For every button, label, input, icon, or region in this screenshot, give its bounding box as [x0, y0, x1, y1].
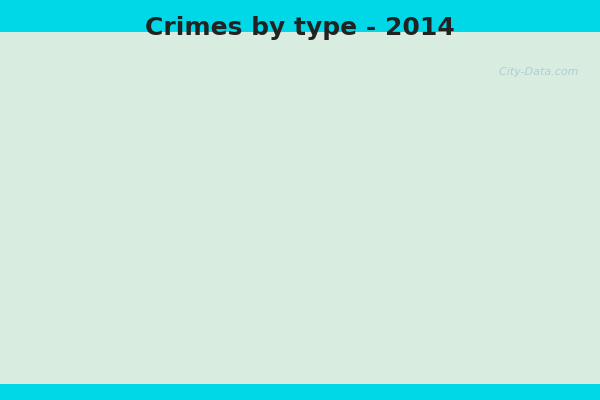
- Wedge shape: [260, 52, 442, 336]
- Text: City-Data.com: City-Data.com: [492, 67, 578, 77]
- Wedge shape: [276, 52, 300, 194]
- Text: Crimes by type - 2014: Crimes by type - 2014: [145, 16, 455, 40]
- Wedge shape: [160, 96, 300, 194]
- Text: Auto thefts (9.5%): Auto thefts (9.5%): [159, 90, 281, 130]
- Text: Burglaries (21.1%): Burglaries (21.1%): [121, 252, 246, 271]
- Wedge shape: [197, 54, 300, 194]
- Wedge shape: [158, 189, 300, 331]
- Text: Thefts (54.4%): Thefts (54.4%): [326, 207, 429, 220]
- Text: Robberies (2.7%): Robberies (2.7%): [118, 178, 238, 191]
- Wedge shape: [158, 171, 300, 194]
- Text: Assaults (10.2%): Assaults (10.2%): [122, 133, 241, 156]
- Text: Rapes (2.0%): Rapes (2.0%): [233, 288, 322, 322]
